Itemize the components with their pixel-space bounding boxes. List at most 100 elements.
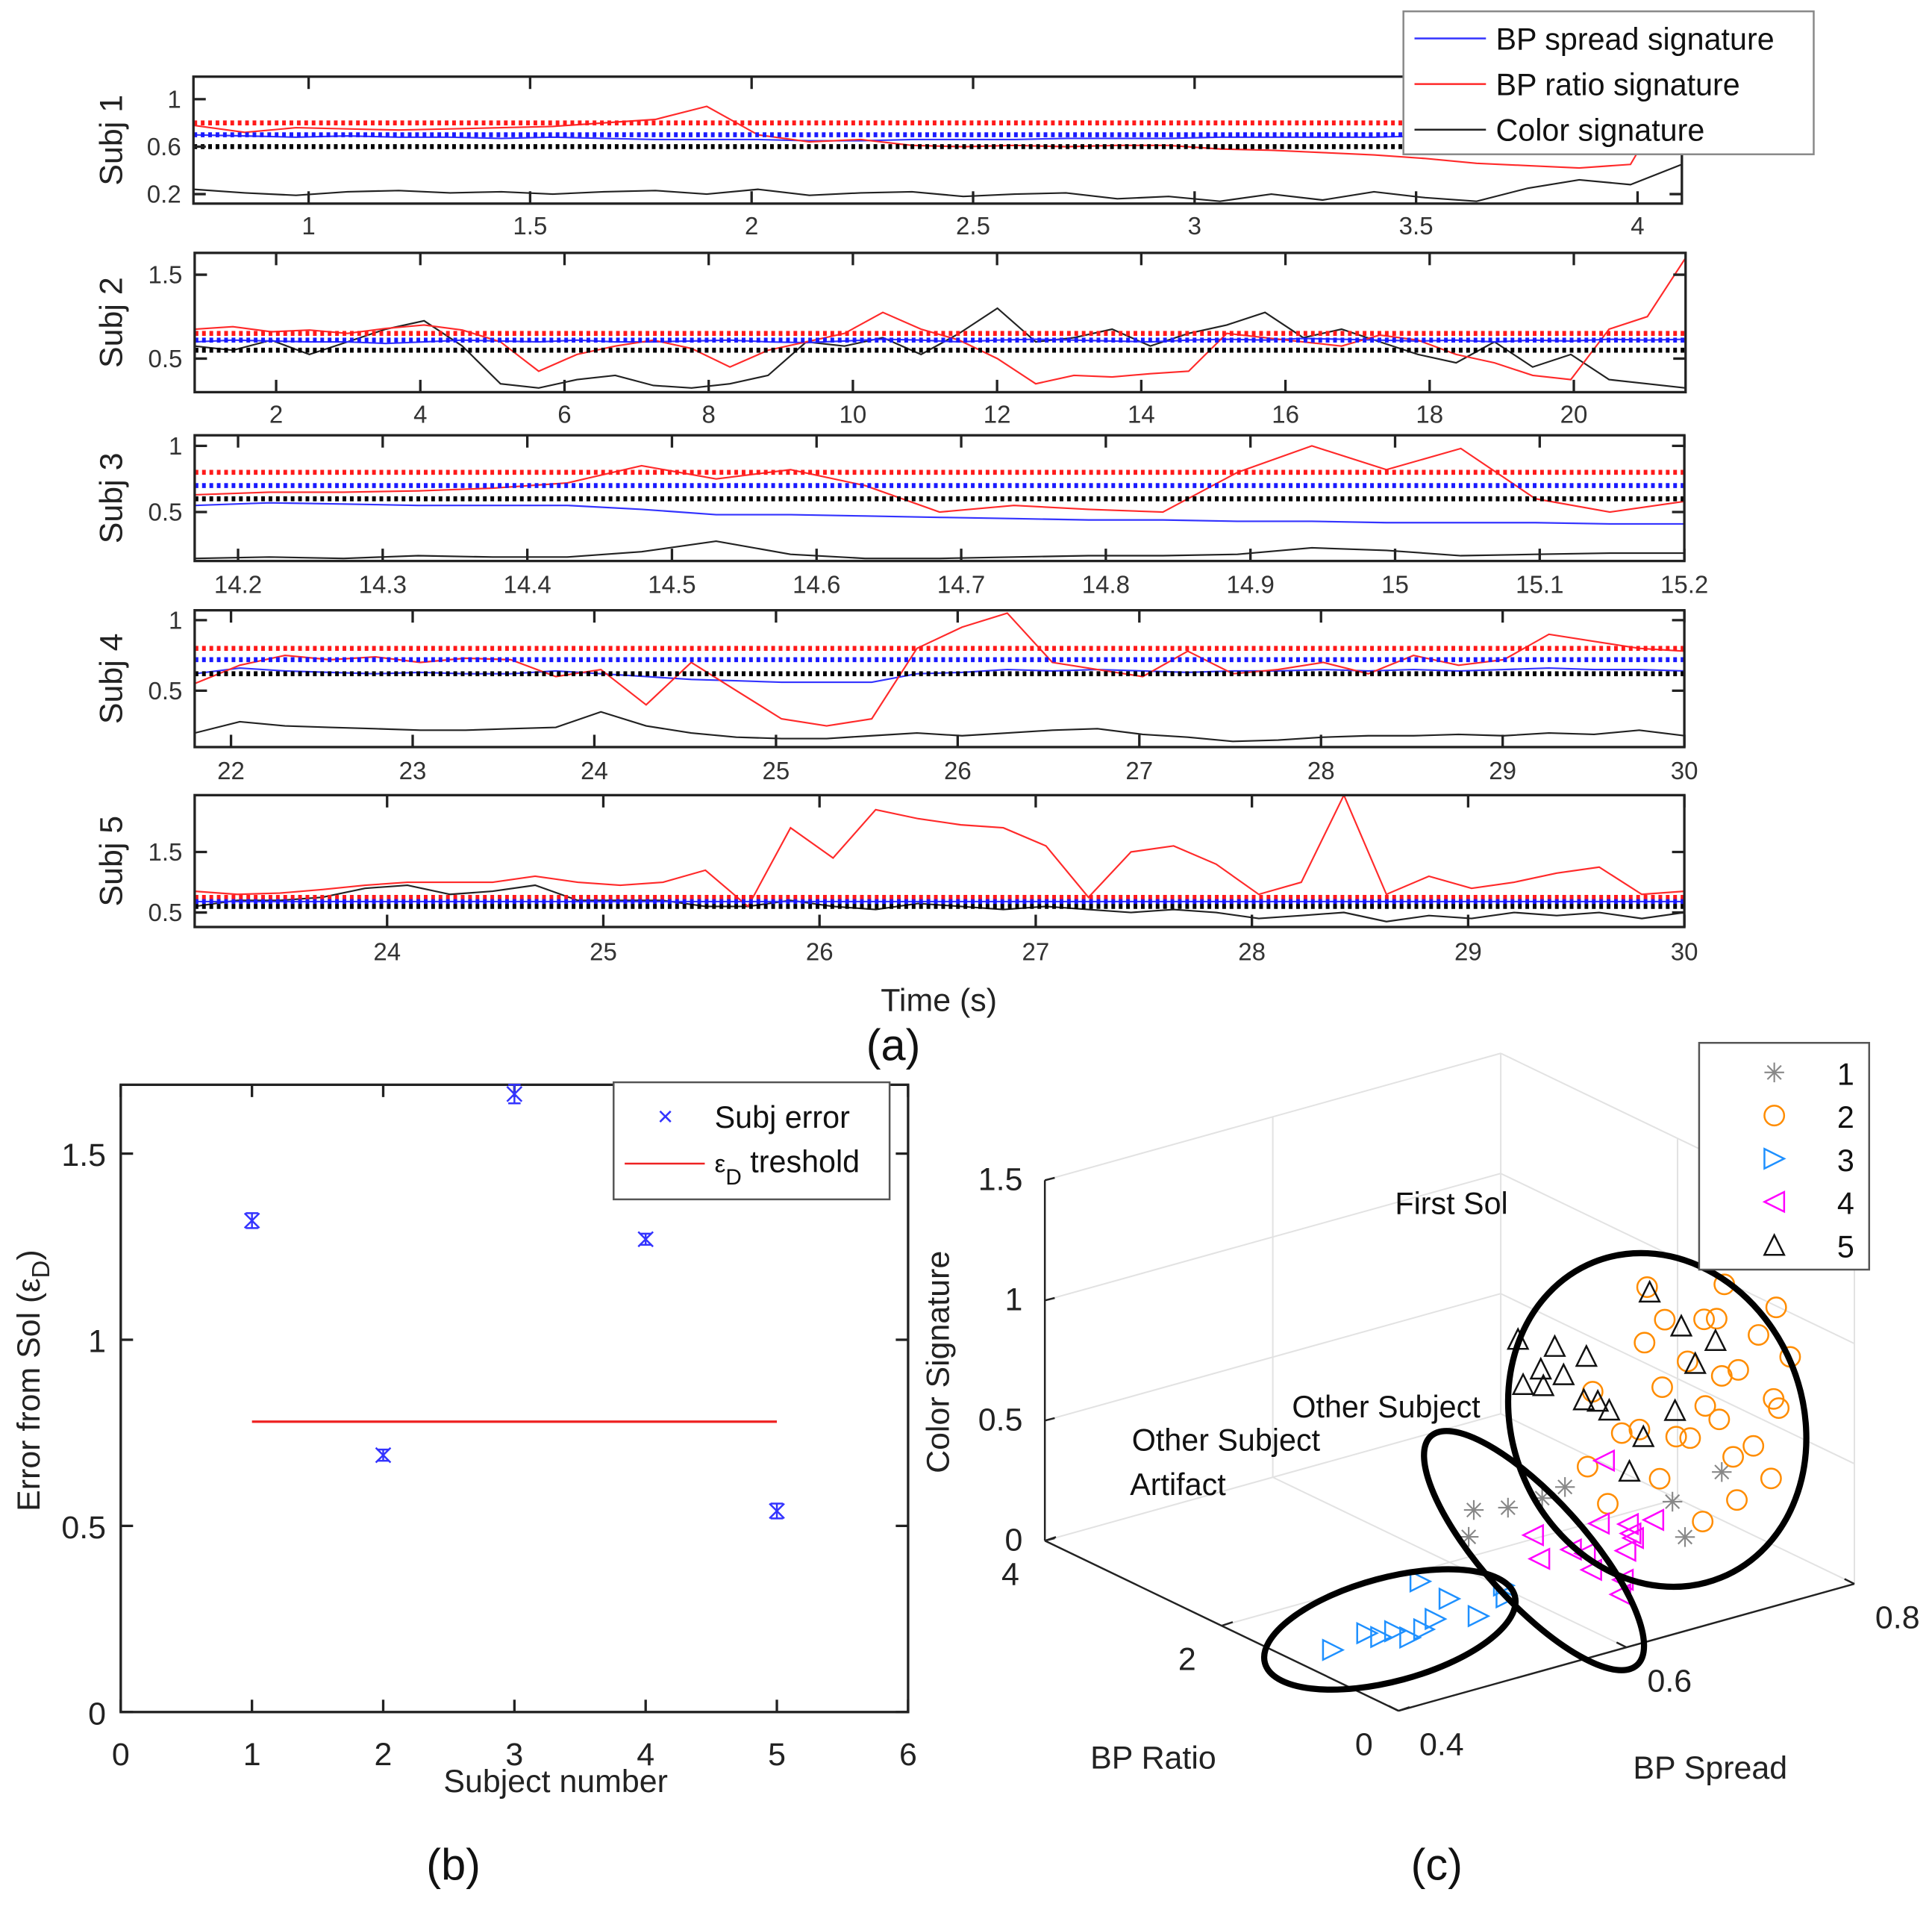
legend-box <box>613 1081 891 1201</box>
series-line-ratio <box>194 445 1685 514</box>
asterisk-stroke <box>1557 1479 1573 1495</box>
y-tick-label: 1 <box>169 432 182 460</box>
y-tick-label: 0.5 <box>148 345 182 372</box>
z-tick <box>1044 1176 1055 1182</box>
legend-label-color: Color signature <box>1495 113 1704 148</box>
scatter-point <box>1638 1279 1661 1303</box>
x-tick-label: 15.2 <box>1660 571 1708 599</box>
x-tick-label: 29 <box>1454 938 1482 966</box>
floor-edge <box>1500 1413 1855 1585</box>
scatter-point <box>1370 1626 1393 1649</box>
axes-box <box>193 434 1686 563</box>
z-tick <box>1044 1296 1055 1302</box>
scatter-series-2 <box>1576 1273 1801 1532</box>
series-line-ratio <box>194 612 1685 727</box>
scatter-point <box>1662 1491 1683 1512</box>
z-tick-label: 0 <box>1005 1522 1023 1558</box>
x-tick-label: 26 <box>944 757 972 784</box>
scatter-point <box>1742 1435 1765 1457</box>
asterisk-stroke <box>1766 1064 1782 1080</box>
data-point-subject-1 <box>243 1212 260 1229</box>
panel-b-xlabel: Subject number <box>443 1764 668 1800</box>
x-tick-label: 3 <box>1188 212 1201 240</box>
scatter-point <box>1552 1362 1575 1385</box>
series-line-ratio <box>194 258 1686 385</box>
subplot-subj-3: 14.2 14.3 14.4 14.5 14.6 14.7 14.8 14.9 15 15.1 15… <box>93 432 1708 599</box>
scatter-point <box>1575 1343 1598 1367</box>
legend-marker-1 <box>1764 1062 1784 1083</box>
scatter-point <box>1684 1351 1707 1374</box>
scatter-point <box>1727 1358 1749 1381</box>
scatter-point <box>1634 1332 1656 1354</box>
y-axis-label: Subj 3 <box>93 453 129 544</box>
y-tick-label: 1.5 <box>148 261 182 289</box>
x-tick-label: 10 <box>840 401 867 428</box>
scatter-point <box>1705 1308 1728 1330</box>
panel-c-3d-scatter: 0 0.5 1 1.5 0 2 4 0.4 0.6 0.8 <box>978 1052 1920 1763</box>
data-point-subject-2 <box>375 1446 392 1464</box>
x-tick-label: 14.5 <box>648 571 695 599</box>
series-line-color <box>194 307 1686 389</box>
scatter-series-5 <box>1507 1279 1728 1482</box>
y-axis-label: Subj 4 <box>93 633 129 724</box>
x-tick-label: 8 <box>702 401 716 428</box>
scatter-point <box>1708 1408 1731 1431</box>
scatter-point <box>1648 1467 1671 1490</box>
floor-edge <box>1044 1413 1501 1542</box>
annotation-other-subject-2: Other Subject <box>1132 1423 1321 1458</box>
x-tick-label: 25 <box>590 938 617 966</box>
x-tick-label: 16 <box>1272 401 1299 428</box>
scatter-point <box>1399 1626 1422 1649</box>
x-tick-label: 4 <box>413 401 427 428</box>
y-tick-label: 1.5 <box>61 1137 106 1173</box>
scatter-point <box>1384 1620 1407 1643</box>
legend-marker-3 <box>1763 1147 1786 1170</box>
x-tick-label: 2.5 <box>956 212 990 240</box>
x-tick-label: 27 <box>1022 938 1050 966</box>
cluster-ellipse-first-sol <box>1504 1249 1810 1591</box>
y-tick-label: 4 <box>1001 1557 1019 1593</box>
x-tick-label: 15 <box>1381 571 1409 599</box>
y-tick <box>1044 1536 1057 1542</box>
plot-area <box>194 610 1685 747</box>
panel-a-xlabel: Time (s) <box>881 982 997 1018</box>
legend-marker-4 <box>1762 1190 1786 1214</box>
z-tick <box>1044 1417 1055 1422</box>
y-tick-label: 2 <box>1178 1642 1196 1678</box>
x-tick-label: 26 <box>806 938 834 966</box>
y-tick-label: 0.5 <box>148 499 182 526</box>
data-point-subject-5 <box>769 1502 785 1520</box>
x-tick-label: 14.8 <box>1082 571 1130 599</box>
y-tick-label: 1 <box>169 606 182 634</box>
panel-c-xlabel: BP Spread <box>1633 1750 1787 1786</box>
legend-label-5: 5 <box>1837 1230 1854 1264</box>
scatter-point <box>1543 1334 1566 1357</box>
series-group <box>194 612 1685 743</box>
subplot-subj-5: 24 25 26 27 28 29 30 0.5 1.5 Subj 5 <box>93 793 1698 966</box>
x-tick-label: 0.8 <box>1875 1600 1920 1636</box>
x-tick-label: 1 <box>243 1737 261 1773</box>
x-tick-label: 22 <box>217 757 245 784</box>
x-tick-label: 30 <box>1671 757 1698 784</box>
x-tick <box>1616 1641 1628 1649</box>
annotation-artifact: Artifact <box>1130 1467 1226 1502</box>
scatter-point <box>1618 1458 1641 1482</box>
y-tick-label: 0.5 <box>148 677 182 705</box>
asterisk-stroke <box>1714 1464 1730 1480</box>
y-tick <box>1398 1706 1410 1712</box>
legend-label-4: 4 <box>1837 1187 1854 1221</box>
scatter-point <box>1572 1388 1595 1411</box>
z-tick-label: 1.5 <box>978 1162 1023 1198</box>
legend-label-ratio: BP ratio signature <box>1495 67 1739 102</box>
scatter-point <box>1409 1570 1433 1593</box>
x-tick-label: 6 <box>557 401 571 428</box>
scatter-point <box>1628 1418 1651 1441</box>
series-line-ratio <box>194 795 1685 908</box>
x-tick-label: 27 <box>1125 757 1153 784</box>
x-tick-label: 1.5 <box>513 212 547 240</box>
series-line-spread <box>194 502 1685 525</box>
x-tick-label: 2 <box>375 1737 393 1773</box>
series-line-spread <box>194 667 1685 684</box>
subplot-subj-4: 22 23 24 25 26 27 28 29 30 0.5 1 Subj 4 <box>93 606 1698 784</box>
